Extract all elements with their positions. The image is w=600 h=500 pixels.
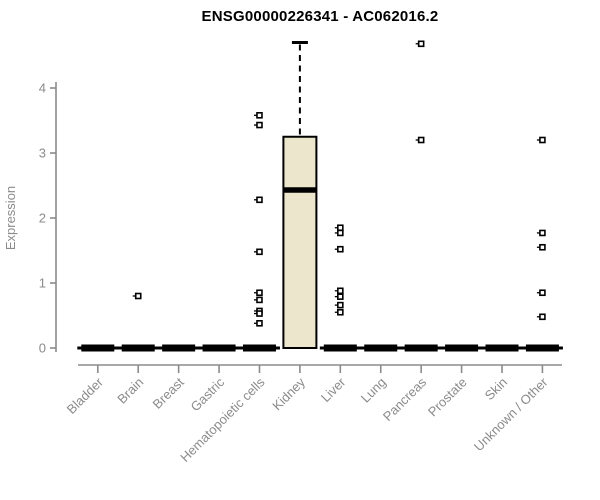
flat-box: [242, 344, 276, 352]
outlier-point: [256, 121, 263, 129]
chart-title: ENSG00000226341 - AC062016.2: [201, 8, 439, 25]
flat-box: [525, 344, 559, 352]
outlier-point: [337, 301, 344, 309]
outlier-point: [539, 243, 546, 251]
flat-box: [485, 344, 519, 352]
flat-box: [445, 344, 479, 352]
box: [282, 135, 318, 349]
flat-box: [162, 344, 196, 352]
outlier-point: [256, 319, 263, 327]
outlier-point: [337, 287, 344, 295]
y-tick-label: 0: [39, 341, 46, 356]
y-tick-label: 1: [39, 276, 46, 291]
x-tick-label: Pancreas: [380, 374, 430, 424]
x-tick-label: Gastric: [187, 374, 227, 414]
flat-box: [323, 344, 357, 352]
y-tick-label: 3: [39, 146, 46, 161]
flat-box: [364, 344, 398, 352]
outlier-point: [256, 310, 263, 317]
outlier-point: [417, 136, 425, 144]
outlier-point: [337, 245, 344, 253]
outlier-point: [337, 229, 344, 237]
x-tick-label: Breast: [150, 374, 187, 411]
x-tick-label: Bladder: [64, 374, 107, 417]
x-tick-label: Lung: [358, 375, 389, 406]
outlier-point: [256, 296, 263, 304]
y-tick-label: 2: [39, 211, 46, 226]
x-tick-label: Skin: [482, 375, 510, 403]
flat-box: [202, 344, 236, 352]
x-tick-label: Liver: [318, 374, 349, 405]
x-tick-label: Brain: [114, 375, 146, 407]
outlier-point: [337, 293, 344, 300]
outlier-point: [337, 224, 344, 232]
outlier-point: [539, 229, 546, 237]
flat-box: [81, 344, 115, 352]
outlier-point: [256, 289, 263, 297]
x-tick-label: Kidney: [269, 374, 308, 413]
y-axis-title: Expression: [3, 186, 18, 250]
flat-box: [404, 344, 438, 352]
outlier-point: [539, 289, 546, 297]
y-tick-label: 4: [39, 81, 46, 96]
outlier-point: [256, 112, 263, 119]
x-tick-label: Prostate: [425, 375, 470, 420]
flat-box: [121, 344, 155, 352]
outlier-point: [134, 292, 142, 300]
outlier-point: [417, 40, 425, 48]
x-tick-label: Unknown / Other: [471, 374, 551, 454]
outlier-point: [539, 313, 546, 321]
outlier-point: [337, 308, 344, 316]
outlier-point: [256, 248, 263, 256]
outlier-point: [539, 136, 546, 144]
outlier-point: [256, 196, 263, 204]
